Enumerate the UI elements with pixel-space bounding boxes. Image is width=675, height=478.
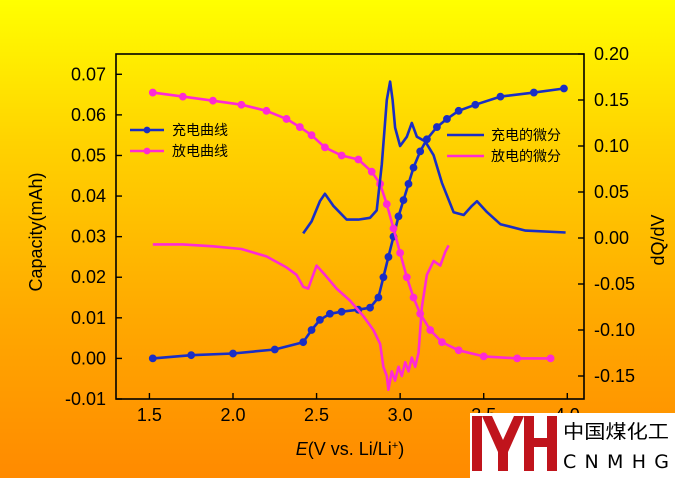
legend-label: 放电曲线 [172, 144, 228, 160]
x-axis-title-close: ) [398, 439, 404, 459]
legend-label: 放电的微分 [491, 149, 561, 165]
y-axis-title-left: Capacity(mAh) [26, 172, 46, 291]
cnmhg-logo: 中国煤化工 CNMHG [470, 413, 675, 478]
charge-capacity-point [409, 163, 418, 172]
charge-capacity-point [374, 293, 383, 302]
charge-capacity-point [416, 147, 425, 156]
y-right-tick-label: 0.00 [594, 228, 629, 248]
discharge-capacity-point [209, 96, 217, 105]
discharge-capacity-point [321, 143, 329, 152]
charge-capacity-line [152, 87, 565, 360]
charge-capacity-point [404, 179, 413, 188]
x-tick-label: 3.0 [388, 405, 413, 425]
y-right-tick-label: 0.20 [594, 44, 629, 64]
y-right-tick-label: 0.10 [594, 136, 629, 156]
axis-ticks: 1.52.02.53.03.54.0-0.010.000.010.020.030… [65, 44, 635, 425]
discharge-capacity-point [295, 123, 304, 131]
y-left-tick-label: 0.00 [71, 348, 106, 368]
charge-capacity-point [529, 88, 538, 97]
discharge-capacity-point [546, 354, 555, 363]
x-tick-label: 1.5 [137, 405, 162, 425]
discharge-capacity-point [438, 338, 446, 347]
discharge-capacity-point [178, 92, 187, 101]
charge-capacity-point [560, 84, 568, 93]
y-right-tick-label: 0.05 [594, 182, 629, 202]
logo-mark-icon [472, 416, 557, 471]
charge-capacity-point [433, 123, 441, 131]
y-left-tick-label: 0.04 [71, 186, 106, 206]
x-axis-title: E(V vs. Li/Li+) [296, 439, 404, 459]
charge-capacity-point [299, 338, 308, 347]
discharge-capacity-point [396, 248, 405, 257]
y-left-tick-label: 0.07 [71, 64, 106, 84]
x-tick-label: 2.5 [304, 405, 329, 425]
legend-swatch-marker [143, 147, 151, 155]
discharge-capacity-point [454, 346, 463, 355]
discharge-capacity-point [513, 354, 522, 363]
charge-capacity-point [454, 106, 463, 115]
y-left-tick-label: -0.01 [65, 389, 106, 409]
plot-frame [115, 53, 585, 400]
y-right-tick-label: -0.05 [594, 274, 635, 294]
logo-name-en: CNMHG [563, 451, 669, 473]
discharge-capacity-point [479, 352, 488, 361]
discharge-capacity-point [389, 224, 398, 233]
charge-capacity-point [471, 100, 480, 109]
legend-label: 充电的微分 [491, 128, 561, 144]
y-right-tick-label: -0.10 [594, 320, 635, 340]
discharge-capacity-point [237, 100, 246, 109]
charge-capacity-point [229, 349, 237, 358]
charge-capacity-point [496, 92, 505, 101]
y-left-tick-label: 0.06 [71, 105, 106, 125]
y-right-tick-label: 0.15 [594, 90, 629, 110]
charge-capacity-point [270, 345, 279, 354]
discharge-capacity-point [382, 200, 391, 209]
y-left-tick-label: 0.05 [71, 145, 106, 165]
x-axis-title-symbol: E [296, 439, 309, 459]
x-tick-label: 2.0 [220, 405, 245, 425]
charge-capacity-point [443, 115, 451, 123]
charge-capacity-point [307, 326, 316, 334]
logo-name-cn: 中国煤化工 [563, 421, 669, 443]
y-left-tick-label: 0.02 [71, 267, 106, 287]
y-axis-title-right: dQ/dV [648, 214, 668, 265]
charge-capacity-point [384, 253, 393, 261]
y-right-tick-label: -0.15 [594, 366, 635, 386]
discharge-dqdv-line [152, 243, 450, 392]
discharge-capacity-point [367, 167, 376, 176]
charge-capacity-point [316, 315, 324, 324]
y-left-tick-label: 0.01 [71, 308, 106, 328]
y-left-tick-label: 0.03 [71, 227, 106, 247]
charge-capacity-point [394, 212, 403, 221]
discharge-capacity-point [354, 155, 363, 164]
charge-dqdv-line [302, 80, 566, 235]
legend-swatch-marker [143, 126, 151, 134]
discharge-capacity-point [262, 106, 271, 115]
discharge-capacity-point [307, 131, 316, 140]
charge-capacity-point [337, 307, 346, 316]
legend-label: 充电曲线 [172, 123, 228, 139]
charge-capacity-point [187, 351, 196, 360]
series-layer [148, 80, 568, 392]
charge-capacity-point [326, 309, 334, 318]
charge-capacity-point [366, 303, 374, 312]
discharge-capacity-point [148, 88, 157, 97]
discharge-capacity-point [337, 151, 346, 160]
x-axis-title-text: (V vs. Li/Li [308, 439, 392, 459]
charge-capacity-point [399, 196, 408, 205]
x-axis-title-superscript: + [392, 440, 398, 452]
discharge-capacity-point [282, 115, 291, 123]
charge-capacity-point [148, 354, 157, 363]
charge-capacity-point [379, 273, 388, 282]
discharge-capacity-point [426, 326, 435, 334]
discharge-capacity-point [409, 293, 418, 302]
discharge-capacity-point [402, 273, 411, 282]
